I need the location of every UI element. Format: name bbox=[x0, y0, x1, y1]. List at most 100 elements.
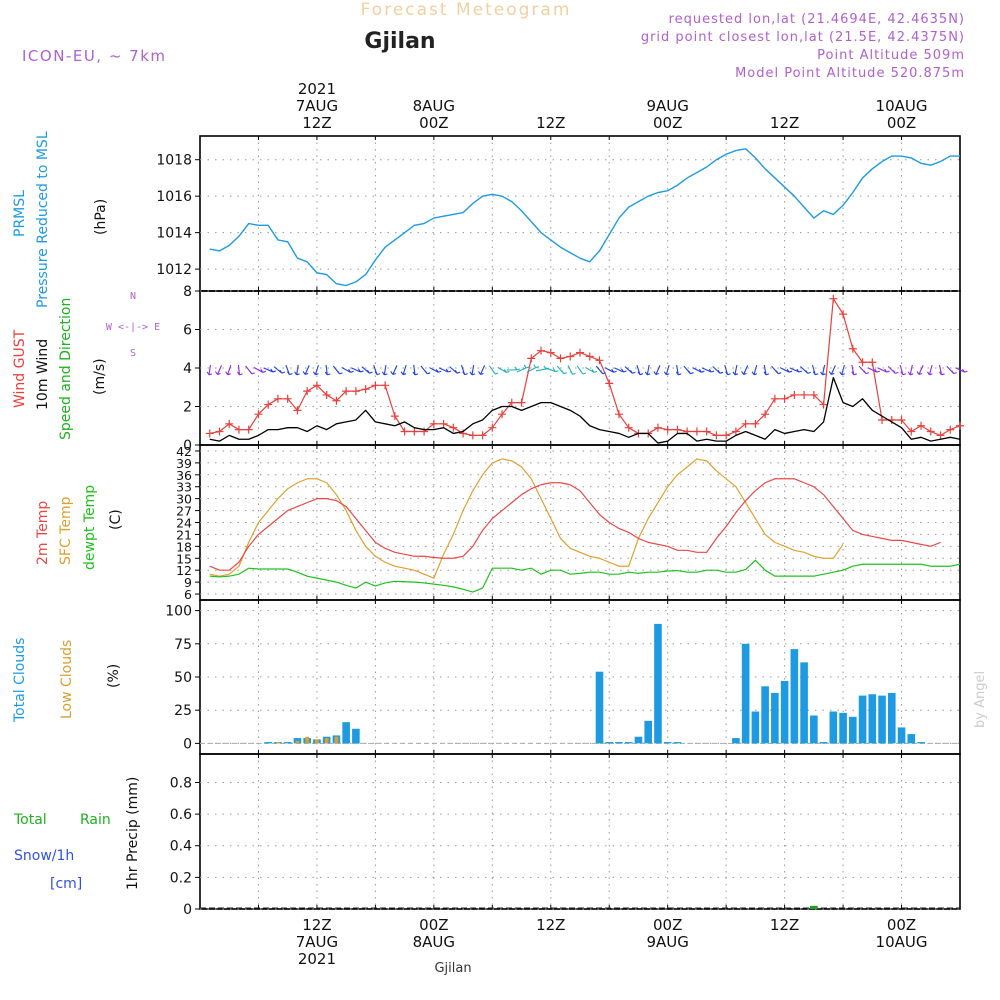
temp2m-label: 2m Temp bbox=[35, 501, 51, 565]
y-tick-label: 8 bbox=[183, 284, 192, 300]
wind-arrow bbox=[497, 366, 510, 373]
wind-arrow bbox=[851, 364, 857, 376]
gust-marker bbox=[459, 429, 468, 438]
model-altitude: Model Point Altitude 520.875m bbox=[735, 66, 965, 81]
total-cloud-bar bbox=[264, 742, 273, 744]
wind10m-line bbox=[209, 376, 961, 444]
snow-label: Snow/1h bbox=[14, 848, 74, 864]
total-cloud-bar bbox=[800, 662, 808, 744]
gust-marker bbox=[371, 381, 380, 390]
top-time-label: 00Z bbox=[653, 114, 682, 132]
wind-arrow bbox=[828, 365, 836, 375]
wind-arrow bbox=[595, 365, 606, 375]
panel-wind: 0 2 4 6 8 bbox=[183, 284, 968, 454]
wind-arrow bbox=[545, 367, 559, 373]
low-cloud-bar bbox=[315, 739, 319, 744]
wind-arrow bbox=[567, 365, 576, 375]
total-cloud-bar bbox=[634, 736, 643, 744]
rain-label: Rain bbox=[80, 812, 111, 828]
gust-marker bbox=[624, 423, 633, 432]
y-tick-label: 24 bbox=[176, 516, 192, 531]
gust-marker bbox=[312, 381, 321, 390]
gust-marker bbox=[790, 390, 799, 399]
wind-arrow bbox=[604, 367, 617, 373]
gust-marker bbox=[585, 352, 594, 361]
compass-we: W <-|-> E bbox=[106, 322, 160, 333]
gust-marker bbox=[761, 410, 770, 419]
requested-coords: requested lon,lat (21.4694E, 42.4635N) bbox=[669, 12, 965, 27]
top-time-label: 2021 bbox=[298, 80, 336, 98]
wind-arrow bbox=[771, 365, 782, 375]
total-cloud-bar bbox=[624, 742, 633, 744]
wind-arrow bbox=[285, 365, 293, 376]
total-cloud-bar bbox=[595, 671, 604, 744]
compass-s: S bbox=[130, 348, 136, 359]
bottom-time-label: 00Z bbox=[419, 916, 448, 934]
y-tick-label: 42 bbox=[176, 444, 192, 459]
gust-marker bbox=[926, 427, 935, 436]
wind-arrow bbox=[938, 364, 945, 376]
wind-arrow bbox=[390, 365, 398, 376]
y-tick-label: 21 bbox=[176, 527, 192, 542]
panel-prmsl: 1012 1014 1016 1018 bbox=[156, 135, 961, 292]
bottom-time-label: 8AUG bbox=[413, 933, 455, 951]
y-tick-label: 30 bbox=[176, 492, 192, 507]
wind-arrow bbox=[460, 365, 468, 376]
total-cloud-bar bbox=[810, 715, 818, 744]
wind-arrow bbox=[614, 367, 627, 373]
total-cloud-bar bbox=[732, 738, 740, 744]
wind-arrow bbox=[489, 365, 499, 375]
gust-marker bbox=[332, 396, 341, 405]
y-tick-label: 1018 bbox=[156, 153, 192, 169]
prmsl-label: PRMSL bbox=[12, 190, 28, 237]
wind-arrow bbox=[867, 367, 880, 373]
bottom-time-label: 7AUG bbox=[296, 933, 338, 951]
wind-arrow bbox=[469, 364, 476, 376]
wind-arrow bbox=[263, 367, 276, 373]
gust-marker bbox=[244, 425, 253, 434]
gust-marker bbox=[351, 387, 360, 396]
wind-arrow bbox=[294, 364, 300, 376]
wind-arrow bbox=[373, 365, 381, 376]
gust-marker bbox=[605, 379, 614, 388]
top-time-label: 00Z bbox=[887, 114, 916, 132]
gust-marker bbox=[868, 358, 877, 367]
pressure-labels: PRMSL Pressure Reduced to MSL (hPa) bbox=[12, 131, 109, 308]
dewpt-line bbox=[209, 559, 961, 593]
gust-marker bbox=[420, 427, 429, 436]
gust-marker bbox=[410, 427, 419, 436]
wind-arrow bbox=[907, 364, 914, 376]
total-cloud-bar bbox=[790, 649, 799, 744]
temp-labels: 2m Temp SFC Temp dewpt Temp (C) bbox=[35, 485, 124, 570]
y-tick-label: 1012 bbox=[156, 262, 192, 278]
wind-arrow bbox=[887, 366, 899, 374]
wind-arrow bbox=[779, 367, 793, 373]
total-cloud-bar bbox=[673, 742, 682, 744]
y-tick-label: 0 bbox=[183, 438, 192, 454]
bottom-time-label: 10AUG bbox=[876, 933, 928, 951]
gust-marker bbox=[527, 354, 536, 363]
y-tick-label: 0 bbox=[183, 736, 192, 752]
low-cloud-bar bbox=[276, 742, 280, 744]
gust-marker bbox=[595, 356, 604, 365]
total-cloud-bar bbox=[771, 692, 779, 744]
wind-arrow bbox=[839, 364, 845, 376]
gust-marker bbox=[809, 390, 818, 399]
rain-bar bbox=[810, 905, 818, 909]
chart-title: Forecast Meteogram bbox=[361, 0, 572, 20]
gust-marker bbox=[507, 398, 516, 407]
gust-marker bbox=[264, 400, 273, 409]
y-tick-label: 12 bbox=[176, 563, 192, 578]
precip-labels: Total Rain Snow/1h [cm] 1hr Precip (mm) bbox=[13, 777, 141, 892]
wind-arrow bbox=[449, 366, 461, 374]
bottom-time-label: 2021 bbox=[298, 950, 336, 968]
y-tick-label: 9 bbox=[184, 575, 192, 590]
wind-arrow bbox=[636, 364, 644, 376]
gust-marker bbox=[946, 425, 955, 434]
gust-marker bbox=[829, 294, 838, 303]
gust-marker bbox=[390, 412, 399, 421]
gust-marker bbox=[702, 427, 711, 436]
total-cloud-bar bbox=[907, 734, 916, 744]
